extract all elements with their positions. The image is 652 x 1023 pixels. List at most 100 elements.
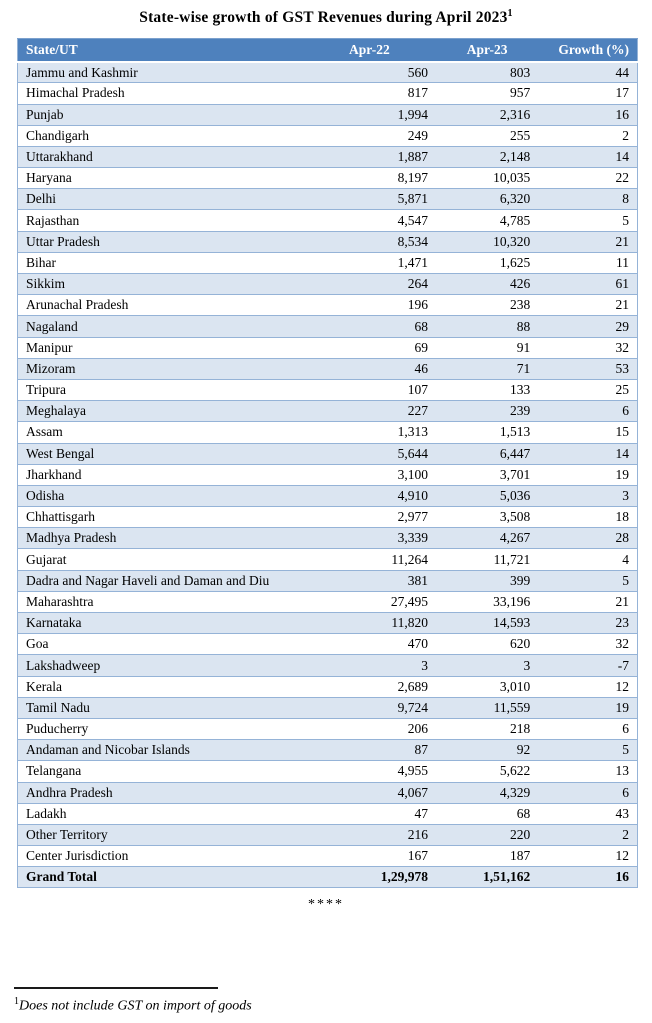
- value-cell: 206: [302, 717, 436, 740]
- column-header: Growth (%): [538, 38, 638, 63]
- value-cell: 3: [302, 654, 436, 677]
- state-name-cell: Sikkim: [17, 273, 303, 295]
- value-cell: 1,471: [302, 251, 436, 274]
- table-row: Jammu and Kashmir 560 803 44: [17, 61, 638, 83]
- value-cell: 1,313: [302, 421, 436, 444]
- value-cell: 3,100: [302, 463, 436, 486]
- value-cell: 1,994: [302, 103, 436, 126]
- table-row: Arunachal Pradesh 196 238 21: [17, 294, 638, 316]
- value-cell: 32: [538, 633, 638, 655]
- value-cell: 29: [538, 315, 638, 338]
- value-cell: 21: [538, 230, 638, 253]
- value-cell: 61: [538, 273, 638, 295]
- state-name-cell: Andhra Pradesh: [17, 781, 303, 804]
- value-cell: 196: [302, 294, 436, 316]
- table-row: Kerala 2,689 3,010 12: [17, 675, 638, 698]
- column-header: Apr-23: [435, 38, 539, 63]
- value-cell: 69: [302, 336, 436, 359]
- value-cell: 5,036: [435, 484, 539, 507]
- value-cell: 426: [435, 273, 539, 295]
- value-cell: 5,871: [302, 188, 436, 210]
- value-cell: 13: [538, 760, 638, 783]
- state-name-cell: Delhi: [17, 188, 303, 210]
- value-cell: 53: [538, 357, 638, 380]
- value-cell: 187: [435, 845, 539, 867]
- page-title-text: State-wise growth of GST Revenues during…: [139, 9, 508, 27]
- value-cell: 3,339: [302, 527, 436, 549]
- value-cell: 255: [435, 124, 539, 147]
- value-cell: 4,267: [435, 527, 539, 549]
- value-cell: 5: [538, 209, 638, 232]
- table-row: Bihar 1,471 1,625 11: [17, 251, 638, 274]
- state-name-cell: Puducherry: [17, 717, 303, 740]
- value-cell: 8,197: [302, 167, 436, 189]
- table-row: Tamil Nadu 9,724 11,559 19: [17, 696, 638, 719]
- value-cell: 6: [538, 717, 638, 740]
- value-cell: 239: [435, 400, 539, 422]
- table-row: Haryana 8,197 10,035 22: [17, 167, 638, 189]
- table-row: Uttarakhand 1,887 2,148 14: [17, 145, 638, 168]
- state-name-cell: Assam: [17, 421, 303, 444]
- value-cell: 4: [538, 548, 638, 571]
- value-cell: 2,977: [302, 506, 436, 528]
- table-row: Assam 1,313 1,513 15: [17, 421, 638, 444]
- value-cell: 27,495: [302, 590, 436, 613]
- state-name-cell: Tamil Nadu: [17, 696, 303, 719]
- state-name-cell: Rajasthan: [17, 209, 303, 232]
- value-cell: 5,622: [435, 760, 539, 783]
- value-cell: 88: [435, 315, 539, 338]
- state-name-cell: Punjab: [17, 103, 303, 126]
- value-cell: 167: [302, 845, 436, 867]
- state-name-cell: Kerala: [17, 675, 303, 698]
- state-name-cell: Other Territory: [17, 823, 303, 846]
- state-name-cell: Jharkhand: [17, 463, 303, 486]
- state-name-cell: Dadra and Nagar Haveli and Daman and Diu: [17, 569, 303, 592]
- table-body: Jammu and Kashmir 560 803 44 Himachal Prades…: [17, 61, 638, 889]
- value-cell: 4,785: [435, 209, 539, 232]
- table-row: Goa 470 620 32: [17, 633, 638, 655]
- table-row: Uttar Pradesh 8,534 10,320 21: [17, 230, 638, 253]
- table-row: Punjab 1,994 2,316 16: [17, 103, 638, 126]
- state-name-cell: Ladakh: [17, 802, 303, 825]
- value-cell: 10,320: [435, 230, 539, 253]
- state-name-cell: Mizoram: [17, 357, 303, 380]
- value-cell: 817: [302, 82, 436, 105]
- state-name-cell: Meghalaya: [17, 400, 303, 422]
- value-cell: 4,910: [302, 484, 436, 507]
- value-cell: 2: [538, 124, 638, 147]
- value-cell: 44: [538, 61, 638, 83]
- value-cell: 17: [538, 82, 638, 105]
- table-row: Mizoram 46 71 53: [17, 357, 638, 380]
- footnote-text: Does not include GST on import of goods: [19, 998, 252, 1014]
- table-row: Odisha 4,910 5,036 3: [17, 484, 638, 507]
- value-cell: 249: [302, 124, 436, 147]
- table-row: Other Territory 216 220 2: [17, 823, 638, 846]
- table-row: Jharkhand 3,100 3,701 19: [17, 463, 638, 486]
- table-row: West Bengal 5,644 6,447 14: [17, 442, 638, 465]
- footnote-separator: [14, 987, 218, 989]
- section-end-marker: ****: [308, 897, 344, 913]
- value-cell: 6: [538, 400, 638, 422]
- value-cell: 11,721: [435, 548, 539, 571]
- value-cell: 11: [538, 251, 638, 274]
- value-cell: 28: [538, 527, 638, 549]
- value-cell: 46: [302, 357, 436, 380]
- value-cell: 87: [302, 739, 436, 761]
- value-cell: 4,329: [435, 781, 539, 804]
- grand-total-row: Grand Total 1,29,978 1,51,162 16: [17, 866, 638, 889]
- value-cell: 32: [538, 336, 638, 359]
- state-name-cell: Andaman and Nicobar Islands: [17, 739, 303, 761]
- value-cell: 22: [538, 167, 638, 189]
- footnote-marker: 1: [14, 996, 19, 1007]
- state-name-cell: Madhya Pradesh: [17, 527, 303, 549]
- value-cell: 2: [538, 823, 638, 846]
- value-cell: 803: [435, 61, 539, 83]
- value-cell: 8,534: [302, 230, 436, 253]
- state-name-cell: Uttar Pradesh: [17, 230, 303, 253]
- state-name-cell: Maharashtra: [17, 590, 303, 613]
- value-cell: 2,148: [435, 145, 539, 168]
- value-cell: 8: [538, 188, 638, 210]
- value-cell: 1,887: [302, 145, 436, 168]
- value-cell: 4,067: [302, 781, 436, 804]
- value-cell: 5: [538, 739, 638, 761]
